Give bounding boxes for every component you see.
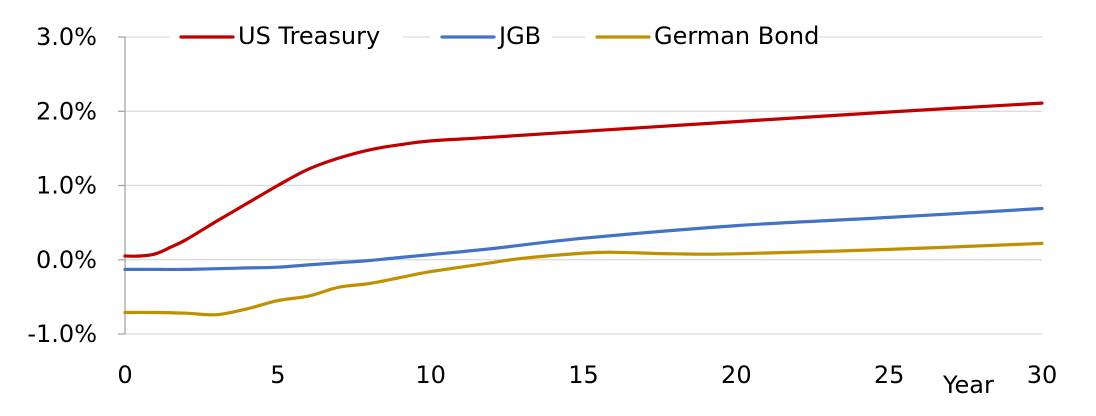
x-axis-label: Year [942, 371, 994, 399]
grid-lines [125, 36, 1042, 335]
y-tick-label: 2.0% [36, 97, 97, 125]
y-tick-label: 0.0% [36, 246, 97, 274]
y-tick-label: -1.0% [27, 320, 97, 348]
legend: US Treasury JGB German Bond [169, 14, 819, 58]
x-tick-label: 30 [1027, 361, 1058, 389]
y-tick-labels: -1.0% 0.0% 1.0% 2.0% 3.0% [27, 23, 97, 348]
x-tick-labels: 0 5 10 15 20 25 30 [117, 361, 1057, 389]
x-tick-label: 25 [874, 361, 905, 389]
series-group [123, 101, 1044, 317]
x-tick-label: 0 [117, 361, 132, 389]
x-tick-label: 10 [415, 361, 446, 389]
x-tick-label: 20 [721, 361, 752, 389]
axes [118, 36, 126, 335]
legend-label-us-treasury: US Treasury [238, 22, 380, 50]
x-tick-label: 5 [270, 361, 285, 389]
legend-label-german-bond: German Bond [654, 22, 819, 50]
x-tick-label: 15 [568, 361, 599, 389]
series-line-german-bond [123, 241, 1044, 317]
y-tick-label: 1.0% [36, 172, 97, 200]
series-line-jgb [123, 206, 1044, 272]
legend-label-jgb: JGB [497, 22, 541, 50]
series-line-us-treasury [123, 101, 1044, 258]
y-tick-label: 3.0% [36, 23, 97, 51]
